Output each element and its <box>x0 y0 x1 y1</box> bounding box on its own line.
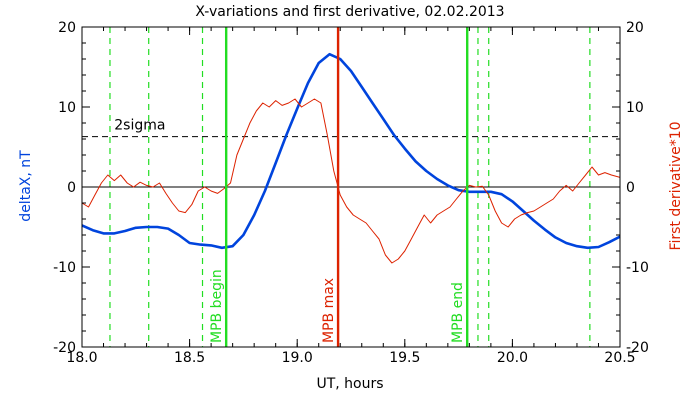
y-tick-label-right: -10 <box>626 260 649 276</box>
x-axis-label: UT, hours <box>316 376 383 392</box>
x-tick-label: 19.5 <box>389 350 420 366</box>
chart-title: X-variations and first derivative, 02.02… <box>195 4 504 20</box>
mpb-label: MPB begin <box>209 269 225 343</box>
y-tick-label-right: -20 <box>626 340 649 356</box>
y-tick-label-left: 20 <box>58 20 76 36</box>
x-tick-label: 20.0 <box>497 350 528 366</box>
y-tick-label-right: 20 <box>626 20 644 36</box>
mpb-label: MPB end <box>450 282 466 343</box>
sigma-label: 2sigma <box>114 118 165 134</box>
y-tick-label-left: 0 <box>67 180 76 196</box>
mpb-label: MPB max <box>321 278 337 343</box>
x-tick-label: 18.0 <box>66 350 97 366</box>
series-derivative-line <box>81 98 621 264</box>
y-axis-label-right: First derivative*10 <box>668 121 684 250</box>
x-tick-label: 19.0 <box>282 350 313 366</box>
x-tick-label: 18.5 <box>174 350 205 366</box>
x-tick-label: 20.5 <box>604 350 635 366</box>
y-axis-label-left: deltaX, nT <box>18 150 34 222</box>
y-tick-label-left: -20 <box>53 340 76 356</box>
y-tick-label-left: -10 <box>53 260 76 276</box>
y-tick-label-right: 0 <box>626 180 635 196</box>
series-deltax-line <box>81 52 621 250</box>
y-tick-label-right: 10 <box>626 100 644 116</box>
y-tick-label-left: 10 <box>58 100 76 116</box>
